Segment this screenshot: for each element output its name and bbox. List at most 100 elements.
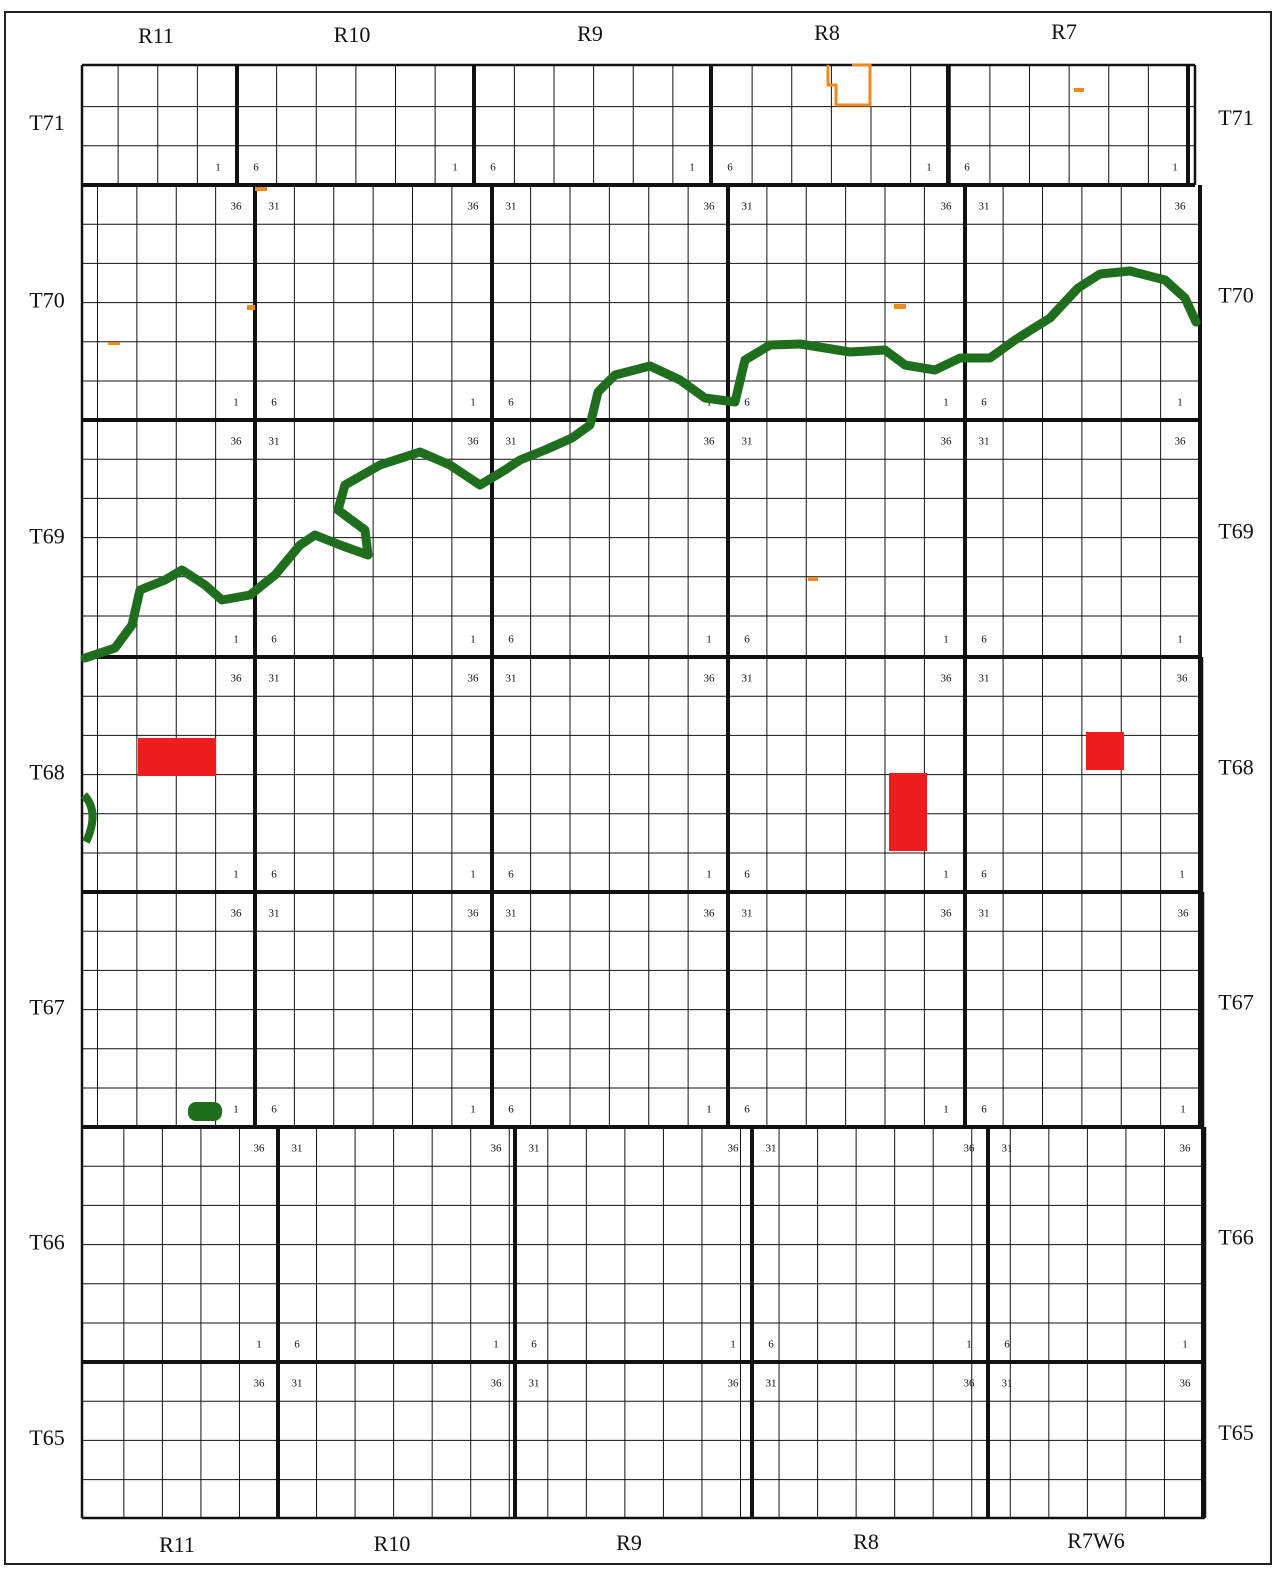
- section-number: 1: [470, 869, 476, 881]
- section-number: 36: [941, 908, 953, 920]
- section-number: 6: [271, 397, 277, 409]
- section-number: 1: [943, 397, 949, 409]
- section-number: 31: [506, 673, 517, 685]
- range-label: R10: [334, 22, 371, 47]
- section-number: 36: [728, 1143, 740, 1155]
- section-number: 6: [490, 162, 496, 174]
- green-patch: [188, 1102, 222, 1121]
- section-number: 31: [742, 908, 753, 920]
- section-number: 36: [941, 673, 953, 685]
- section-number: 6: [981, 869, 987, 881]
- section-number: 1: [470, 397, 476, 409]
- section-number: 31: [292, 1143, 303, 1155]
- section-number: 1: [233, 869, 239, 881]
- parcel: [138, 738, 216, 776]
- section-number: 31: [1002, 1378, 1013, 1390]
- section-number: 31: [506, 436, 517, 448]
- section-number: 36: [254, 1378, 266, 1390]
- township-label: T71: [1218, 105, 1253, 130]
- river: [80, 792, 97, 844]
- section-number: 1: [1177, 397, 1183, 409]
- section-number: 6: [253, 162, 259, 174]
- township-label: T69: [1218, 519, 1253, 544]
- section-number: 1: [1177, 634, 1183, 646]
- township-label: T68: [29, 760, 64, 785]
- township-label: T71: [29, 110, 64, 135]
- river: [80, 266, 1201, 663]
- section-number: 36: [704, 436, 716, 448]
- features: [80, 63, 1201, 1121]
- section-number: 36: [704, 673, 716, 685]
- section-number: 31: [979, 908, 990, 920]
- section-number: 1: [926, 162, 932, 174]
- map-frame: [4, 11, 1272, 1565]
- section-number: 1: [493, 1339, 499, 1351]
- section-number: 1: [706, 1104, 712, 1116]
- section-number: 6: [744, 397, 750, 409]
- section-number: 1: [943, 634, 949, 646]
- section-number: 1: [730, 1339, 736, 1351]
- range-label: R10: [374, 1531, 411, 1556]
- section-number: 31: [529, 1143, 540, 1155]
- section-number: 36: [1175, 201, 1187, 213]
- section-number: 31: [269, 436, 280, 448]
- orange-mark: [808, 577, 818, 581]
- section-number: 36: [964, 1378, 976, 1390]
- section-number: 6: [294, 1339, 300, 1351]
- parcel: [1086, 732, 1124, 770]
- range-label: R7W6: [1067, 1528, 1124, 1553]
- section-number: 6: [744, 634, 750, 646]
- section-number: 36: [254, 1143, 266, 1155]
- section-number: 6: [727, 162, 733, 174]
- section-number: 36: [231, 673, 243, 685]
- section-number: 1: [943, 869, 949, 881]
- section-number: 6: [271, 869, 277, 881]
- orange-mark: [247, 305, 255, 310]
- section-number: 36: [1177, 673, 1189, 685]
- section-number: 31: [979, 673, 990, 685]
- range-label: R7: [1051, 19, 1077, 44]
- section-number: 31: [529, 1378, 540, 1390]
- range-label: R8: [853, 1529, 879, 1554]
- section-number: 1: [256, 1339, 262, 1351]
- section-grid: [80, 63, 1207, 1520]
- township-label: T65: [1218, 1420, 1253, 1445]
- section-number: 6: [981, 634, 987, 646]
- range-label: R11: [159, 1532, 195, 1557]
- range-label: R8: [814, 20, 840, 45]
- section-number: 1: [1180, 1104, 1186, 1116]
- township-label: T68: [1218, 755, 1253, 780]
- section-number: 31: [506, 201, 517, 213]
- orange-mark: [894, 304, 906, 309]
- section-number: 36: [468, 436, 480, 448]
- section-number: 6: [964, 162, 970, 174]
- township-label: T69: [29, 524, 64, 549]
- section-number: 31: [979, 201, 990, 213]
- township-label: T66: [1218, 1225, 1253, 1250]
- section-number: 36: [704, 908, 716, 920]
- range-label: R11: [138, 23, 174, 48]
- township-label: T67: [29, 995, 64, 1020]
- section-number: 36: [964, 1143, 976, 1155]
- section-number: 36: [941, 436, 953, 448]
- section-number: 31: [742, 436, 753, 448]
- section-number: 6: [508, 397, 514, 409]
- section-number: 31: [292, 1378, 303, 1390]
- section-number: 1: [1182, 1339, 1188, 1351]
- section-number: 1: [689, 162, 695, 174]
- section-number: 36: [468, 673, 480, 685]
- section-number: 1: [470, 634, 476, 646]
- parcel: [889, 773, 927, 851]
- township-label: T70: [1218, 283, 1253, 308]
- section-number: 36: [468, 201, 480, 213]
- section-number: 6: [1004, 1339, 1010, 1351]
- section-number: 36: [941, 201, 953, 213]
- section-number: 6: [508, 634, 514, 646]
- section-number: 6: [508, 869, 514, 881]
- orange-mark: [255, 187, 267, 191]
- section-number: 6: [271, 1104, 277, 1116]
- section-number: 36: [491, 1378, 503, 1390]
- section-number: 6: [744, 869, 750, 881]
